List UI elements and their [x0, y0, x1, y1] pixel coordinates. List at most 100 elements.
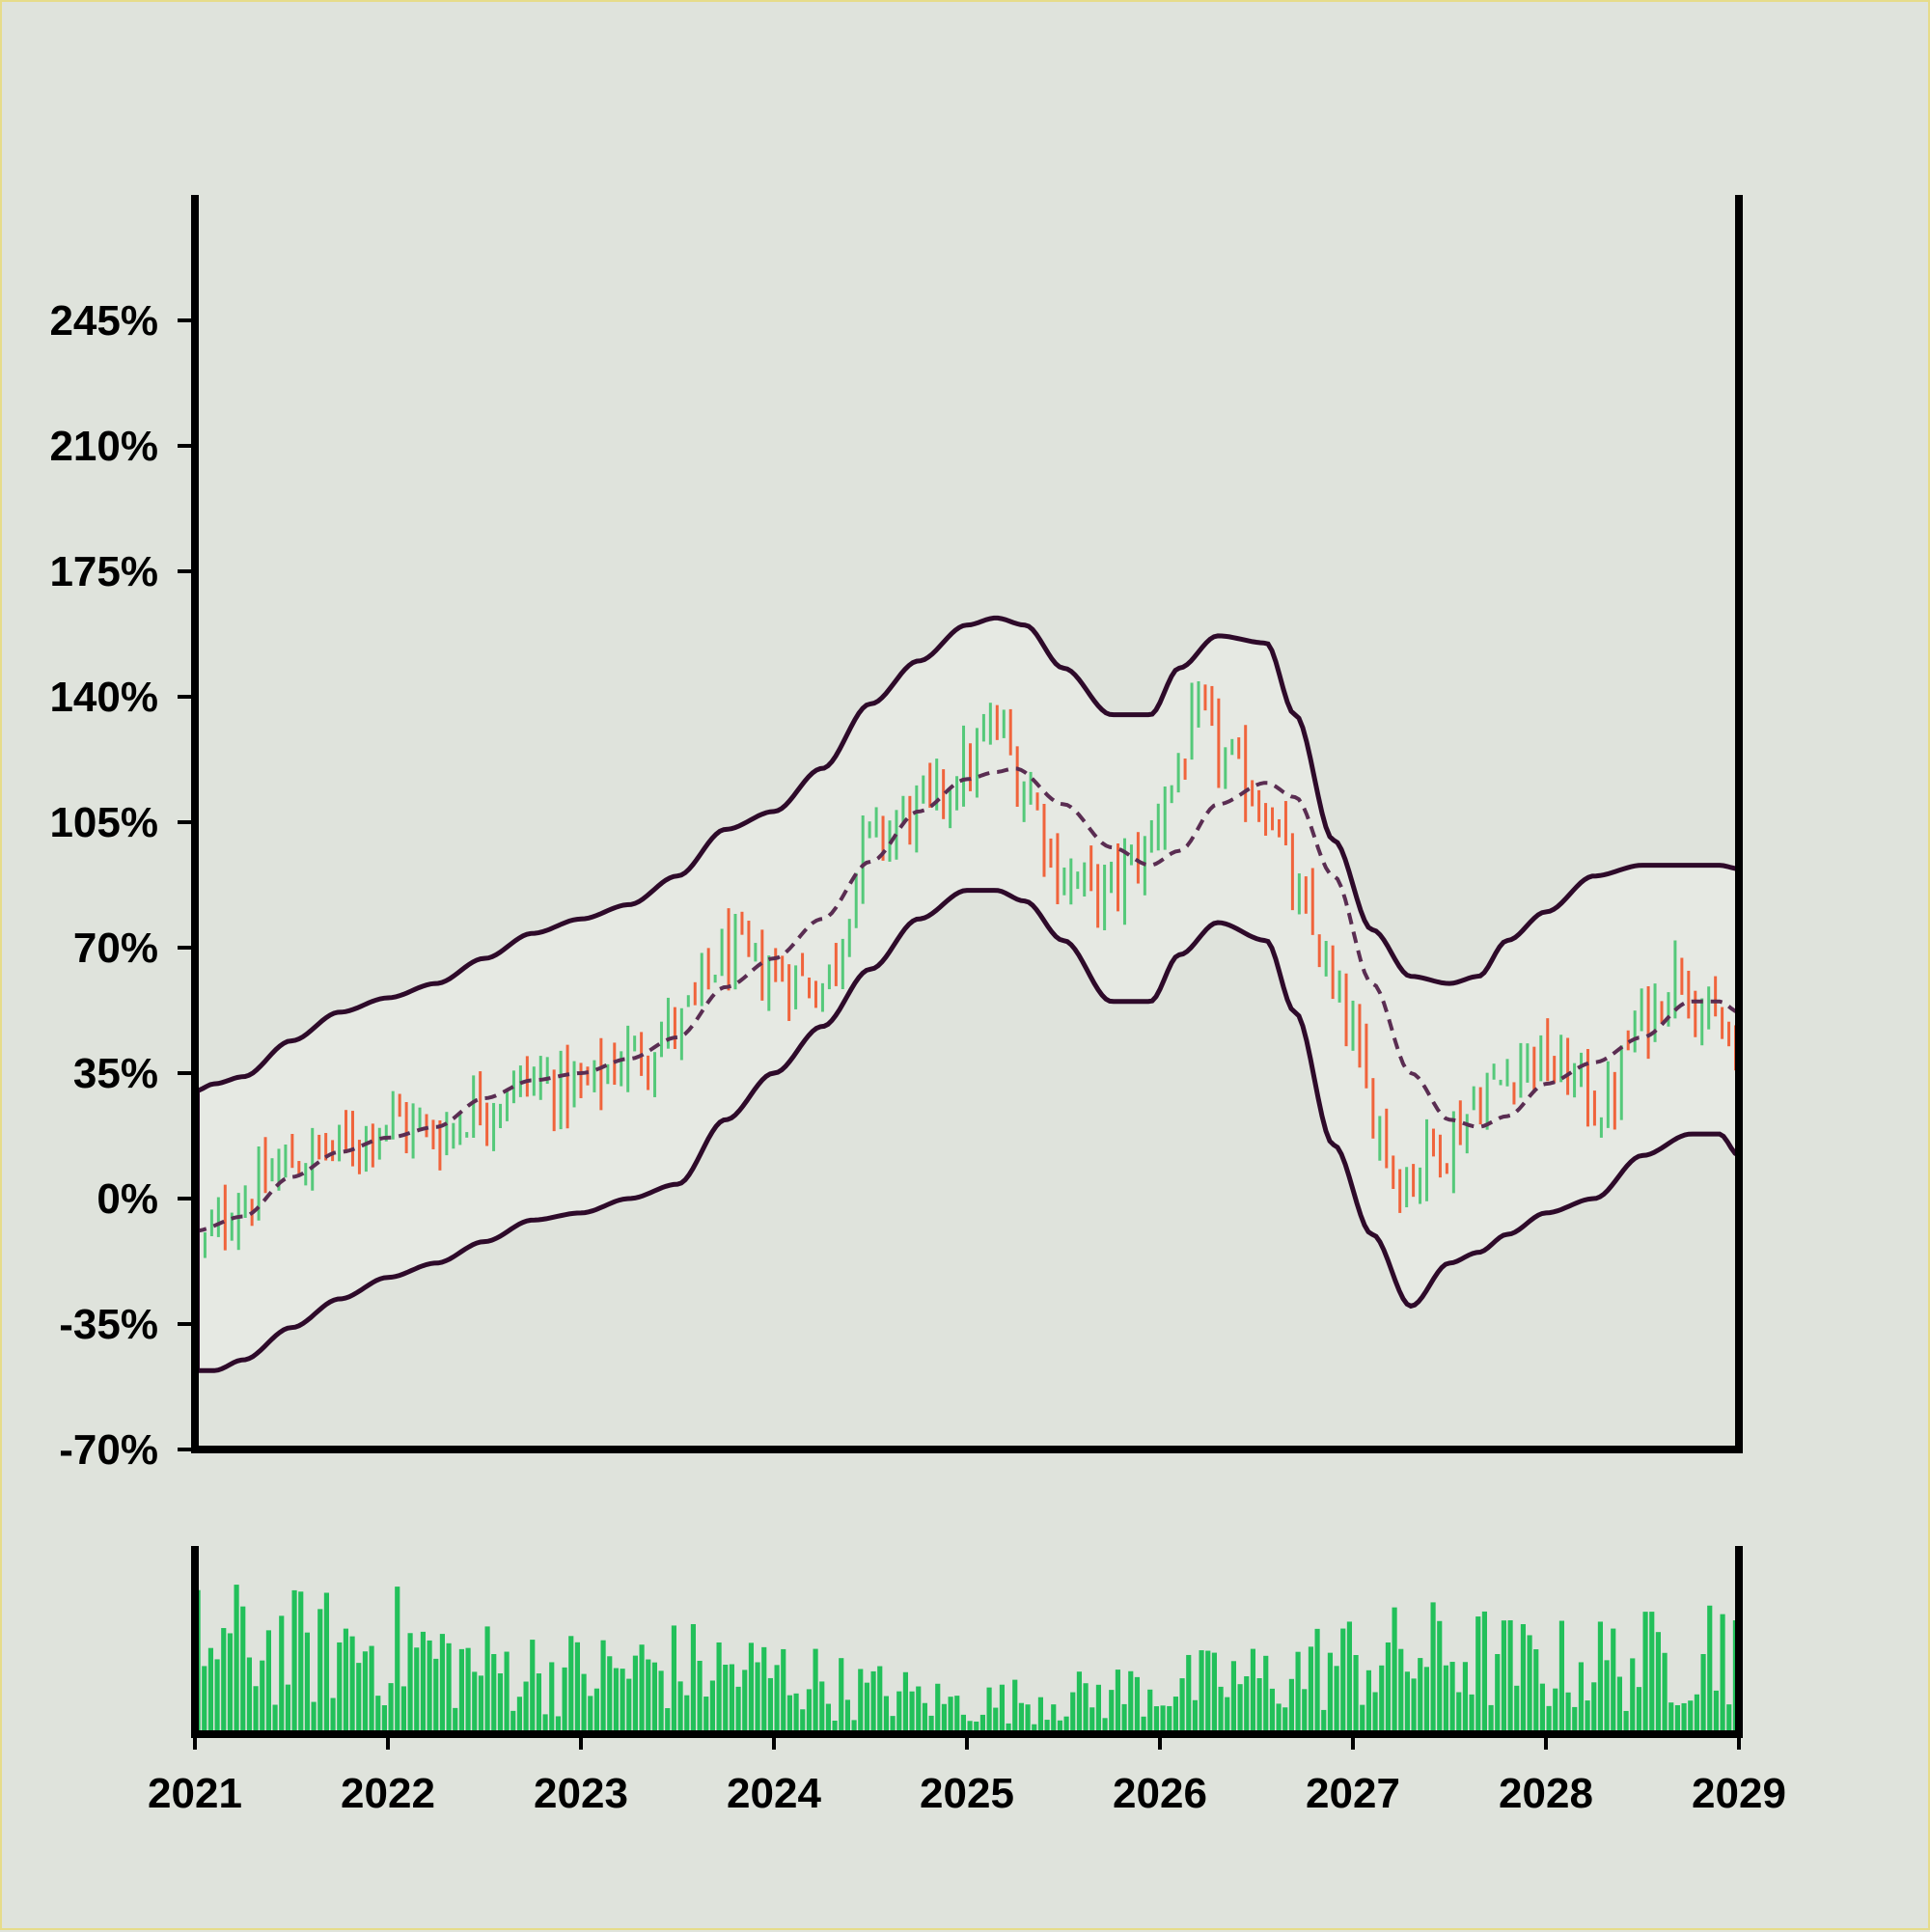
- volume-bar: [870, 1670, 876, 1734]
- volume-bar: [607, 1656, 613, 1734]
- volume-bar: [1585, 1700, 1590, 1734]
- volume-bar: [1662, 1652, 1668, 1734]
- volume-bar: [207, 1647, 213, 1734]
- candles-layer: [196, 680, 1738, 1279]
- volume-bar: [1546, 1705, 1552, 1734]
- volume-bar: [349, 1636, 355, 1734]
- volume-bar: [381, 1705, 387, 1734]
- volume-bar: [1597, 1621, 1603, 1734]
- volume-bar: [813, 1648, 818, 1734]
- volume-bar: [1115, 1670, 1120, 1734]
- volume-bar: [1456, 1692, 1462, 1734]
- volume-bar: [1423, 1667, 1429, 1734]
- volume-bar: [1385, 1642, 1391, 1734]
- volume-bar: [593, 1688, 599, 1734]
- volume-bar: [536, 1673, 541, 1734]
- volume-bar: [1095, 1684, 1101, 1734]
- volume-bar: [330, 1697, 336, 1734]
- volume-bar: [1089, 1707, 1095, 1734]
- volume-bar: [1572, 1706, 1578, 1734]
- volume-bar: [497, 1673, 503, 1734]
- volume-bar: [864, 1682, 869, 1734]
- volume-bar: [1430, 1602, 1436, 1734]
- volume-bar: [1141, 1716, 1146, 1734]
- volume-bar: [793, 1693, 799, 1734]
- volume-bar: [1674, 1704, 1680, 1734]
- volume-bar: [542, 1714, 548, 1734]
- volume-bar: [665, 1708, 671, 1734]
- volume-bar: [1295, 1651, 1301, 1734]
- volume-bar: [1076, 1671, 1082, 1734]
- volume-bar: [1539, 1683, 1545, 1734]
- volume-bar: [684, 1695, 690, 1734]
- volume-bar: [1713, 1690, 1719, 1734]
- x-tick-label: 2023: [534, 1770, 628, 1817]
- volume-bar: [1449, 1662, 1455, 1734]
- volume-bar: [1263, 1655, 1269, 1734]
- volume-bar: [1186, 1654, 1192, 1734]
- volume-bar: [716, 1642, 722, 1734]
- volume-bar: [1211, 1652, 1217, 1734]
- volume-bar: [588, 1696, 593, 1734]
- volume-bar: [1365, 1670, 1371, 1734]
- volume-bar: [1334, 1666, 1339, 1734]
- volume-bar: [1218, 1686, 1224, 1734]
- volume-bar: [246, 1657, 252, 1734]
- volume-bar: [343, 1628, 348, 1734]
- volume-bar: [317, 1609, 323, 1734]
- volume-bar: [1694, 1694, 1699, 1734]
- x-tick-label: 2027: [1306, 1770, 1400, 1817]
- volume-bar: [555, 1716, 561, 1734]
- volume-bar: [1032, 1724, 1037, 1734]
- volume-bar: [1018, 1702, 1024, 1734]
- volume-bar: [1700, 1653, 1706, 1734]
- volume-bar: [993, 1707, 999, 1734]
- volume-bar: [613, 1668, 619, 1734]
- volume-bar: [530, 1640, 536, 1734]
- y-tick-label: 105%: [49, 799, 158, 846]
- volume-bar: [1642, 1612, 1648, 1734]
- volume-bar: [967, 1721, 973, 1734]
- volume-bar: [1250, 1648, 1255, 1734]
- volume-bar: [1102, 1718, 1108, 1734]
- volume-bar: [1288, 1678, 1294, 1734]
- volume-bar: [786, 1695, 792, 1734]
- volume-bar: [883, 1696, 889, 1734]
- volume-bar: [948, 1697, 953, 1734]
- volume-bar: [1520, 1624, 1526, 1734]
- volume-bar: [1404, 1671, 1410, 1734]
- x-tick-label: 2022: [341, 1770, 435, 1817]
- middle-band-line: [194, 766, 1740, 1233]
- volume-bar: [729, 1664, 734, 1734]
- volume-bar: [839, 1658, 844, 1734]
- bollinger-band-layer: [195, 618, 1739, 1371]
- volume-bar: [896, 1691, 902, 1734]
- volume-bar: [279, 1615, 285, 1734]
- volume-bar: [1495, 1653, 1501, 1734]
- volume-bar: [844, 1699, 850, 1734]
- volume-bar: [1636, 1687, 1641, 1734]
- volume-bar: [858, 1669, 864, 1734]
- volume-bar: [979, 1714, 985, 1734]
- volume-bar: [1147, 1689, 1153, 1734]
- volume-bar: [1398, 1648, 1404, 1734]
- volume-bar: [1276, 1703, 1282, 1734]
- volume-bar: [1578, 1662, 1584, 1734]
- volume-bar: [1083, 1683, 1089, 1734]
- volume-bar: [1533, 1649, 1539, 1734]
- volume-bar: [1179, 1678, 1185, 1734]
- volume-bar: [433, 1658, 439, 1734]
- volume-bar: [941, 1703, 947, 1734]
- volume-bar: [974, 1721, 979, 1734]
- y-tick-label: 175%: [49, 548, 158, 595]
- volume-bar: [851, 1720, 857, 1734]
- volume-bar: [446, 1642, 452, 1734]
- volume-bar: [761, 1646, 767, 1734]
- volume-bar: [1199, 1650, 1204, 1734]
- volume-bar: [1308, 1646, 1313, 1734]
- volume-bar: [465, 1647, 471, 1734]
- volume-bar: [400, 1686, 406, 1734]
- volume-bar: [1501, 1620, 1506, 1734]
